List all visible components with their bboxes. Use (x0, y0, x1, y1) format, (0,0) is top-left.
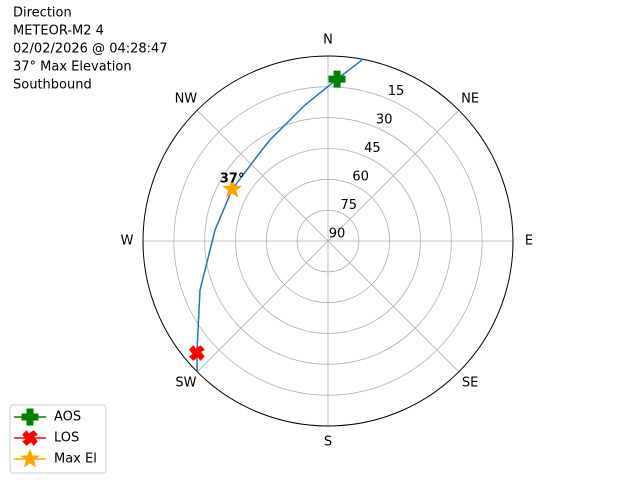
marker-x (188, 345, 205, 361)
track-line (196, 59, 363, 372)
marker-star (222, 178, 243, 198)
legend-label: LOS (54, 431, 79, 446)
angle-label: W (121, 234, 134, 249)
title-line: Direction (13, 6, 72, 21)
radial-label: 15 (388, 84, 405, 99)
ring (204, 117, 452, 365)
title-line: 02/02/2026 @ 04:28:47 (13, 42, 168, 57)
radial-label: 30 (376, 113, 393, 128)
title-line: METEOR-M2 4 (13, 24, 104, 39)
title-line: 37° Max Elevation (13, 60, 132, 75)
marker-plus (328, 70, 346, 88)
angle-label: N (323, 33, 333, 48)
ring (235, 148, 421, 334)
radial-label: 60 (352, 170, 369, 185)
angle-label: S (324, 435, 332, 450)
radial-label: 45 (364, 141, 381, 156)
angle-label: E (525, 234, 533, 249)
title-line: Southbound (13, 78, 92, 93)
angle-label: NE (461, 91, 479, 106)
data-label: 37° (220, 172, 245, 187)
angle-label: SE (462, 376, 478, 391)
radial-label: 90 (329, 227, 346, 242)
radial-label: 75 (341, 198, 358, 213)
angle-label: SW (175, 376, 196, 391)
legend-label: Max El (54, 452, 97, 467)
ring (296, 209, 360, 273)
marker-x (22, 430, 38, 446)
ring (265, 178, 391, 304)
legend: AOS LOS Max El (9, 404, 107, 474)
marker-plus (21, 408, 39, 426)
legend-label: AOS (54, 410, 81, 425)
marker-star (20, 448, 40, 468)
outer-circle (142, 55, 514, 427)
angle-label: NW (175, 91, 198, 106)
